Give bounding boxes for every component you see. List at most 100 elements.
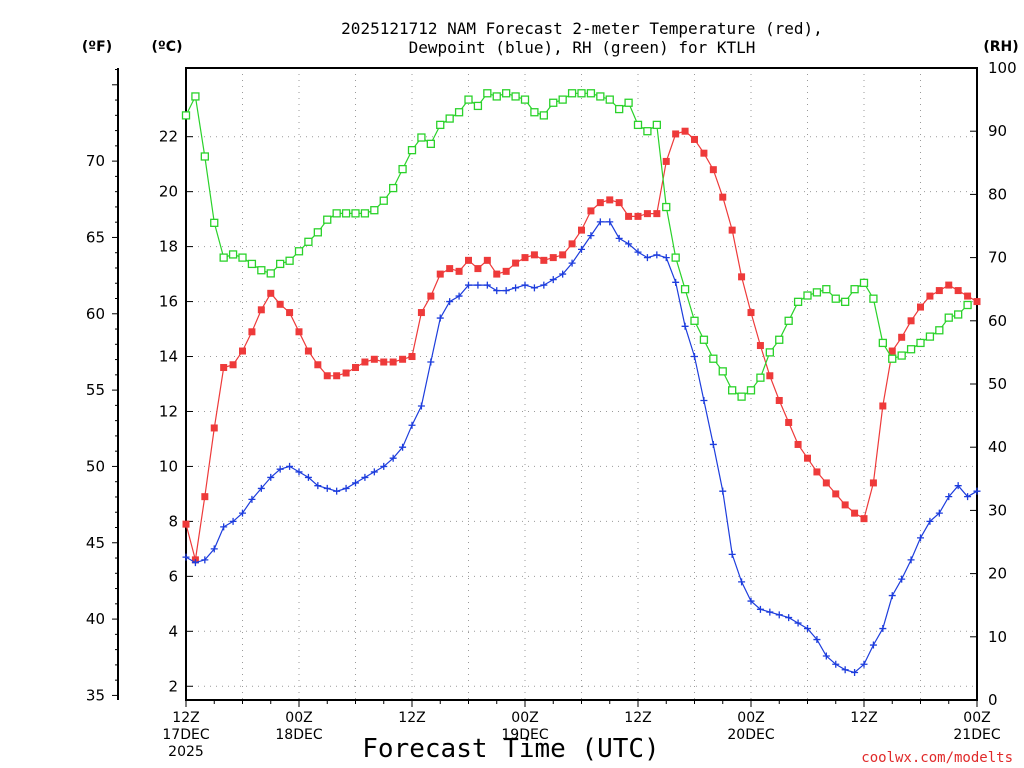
fahrenheit-tick-label: 50: [86, 457, 105, 475]
rh-point: [351, 209, 360, 218]
x-tick-label: 12Z: [850, 710, 877, 726]
rh-point: [294, 247, 304, 256]
x-axis-title: Forecast Time (UTC): [362, 734, 659, 764]
temperature-point: [578, 226, 585, 234]
dewpoint-point: [794, 619, 802, 627]
dewpoint-point: [417, 402, 425, 410]
fahrenheit-tick-label: 45: [86, 534, 105, 552]
rh-point: [341, 209, 351, 218]
dewpoint-point: [370, 468, 378, 476]
temperature-point: [361, 358, 369, 366]
temperature-point: [869, 479, 877, 487]
rh-tick-label: 50: [988, 375, 1007, 393]
rh-point: [577, 89, 586, 98]
celsius-tick-label: 12: [159, 402, 178, 420]
dewpoint-point: [286, 462, 294, 470]
rh-point: [304, 237, 313, 246]
temperature-point: [747, 309, 755, 317]
dewpoint-point: [210, 545, 218, 553]
rh-point: [831, 294, 840, 303]
dewpoint-point: [841, 666, 849, 674]
x-tick-label: 2025: [168, 744, 204, 760]
axis-ticks: 2 4 6 8 10 12 14 16 18 20 22 35 40 45 50 55 60 65 70 0 10 20 3…: [86, 59, 1017, 760]
fahrenheit-tick-label: 65: [86, 228, 105, 246]
celsius-tick-label: 10: [159, 457, 178, 475]
rh-point: [793, 297, 803, 306]
dewpoint-point: [239, 509, 246, 517]
rh-point: [841, 297, 850, 306]
rh-point: [389, 183, 398, 193]
dewpoint-point: [813, 636, 821, 644]
rh-point: [709, 354, 718, 363]
rh-point: [464, 95, 473, 104]
rh-point: [247, 259, 257, 269]
temperature-point: [220, 364, 228, 372]
temperature-point: [615, 199, 623, 207]
rh-tick-label: 100: [988, 59, 1017, 77]
dewpoint-point: [738, 578, 746, 586]
source-credit: coolwx.com/modelts: [861, 750, 1013, 766]
dewpoint-point: [276, 465, 284, 473]
rh-point: [436, 120, 445, 130]
rh-point: [859, 278, 869, 288]
dewpoint-point: [964, 493, 972, 501]
temperature-point: [917, 303, 924, 311]
dewpoint-point: [879, 625, 887, 633]
dewpoint-point: [455, 292, 463, 300]
temperature-point: [257, 306, 265, 314]
rh-point: [313, 228, 322, 237]
dewpoint-point: [615, 234, 623, 242]
temperature-point: [465, 256, 472, 264]
rh-tick-label: 80: [988, 185, 1007, 203]
temperature-point: [380, 358, 388, 366]
rh-tick-label: 90: [988, 122, 1007, 140]
rh-point: [897, 351, 906, 360]
x-tick-label: 18DEC: [275, 727, 322, 743]
temperature-point: [502, 267, 510, 275]
rh-point: [605, 95, 614, 104]
temperature-point: [643, 210, 651, 218]
rh-point: [624, 98, 633, 107]
dewpoint-point: [888, 592, 896, 600]
dewpoint-point: [766, 608, 774, 616]
rh-point: [652, 120, 661, 130]
rh-point: [746, 386, 756, 395]
temperature-point: [342, 369, 350, 377]
dewpoint-point: [587, 232, 595, 240]
rh-point: [728, 386, 737, 395]
x-tick-label: 00Z: [511, 710, 538, 726]
dewpoint-point: [775, 611, 783, 619]
dewpoint-point: [832, 660, 840, 668]
dewpoint-point: [945, 493, 953, 501]
fahrenheit-tick-label: 35: [86, 686, 105, 704]
dewpoint-point: [483, 281, 491, 289]
rh-point: [323, 215, 332, 224]
dewpoint-point: [229, 517, 237, 525]
temperature-point: [738, 273, 746, 281]
dewpoint-point: [860, 660, 868, 668]
rh-point: [549, 98, 558, 107]
temperature-point: [606, 196, 614, 204]
temperature-point: [210, 424, 218, 432]
dewpoint-point: [361, 473, 369, 481]
temperature-point: [691, 135, 698, 143]
x-tick-label: 12Z: [624, 710, 651, 726]
temperature-point: [832, 490, 840, 498]
rh-point: [822, 285, 831, 294]
rh-point: [228, 250, 238, 259]
temperature-point: [389, 358, 397, 366]
rh-point: [850, 285, 859, 294]
temperature-point: [530, 251, 538, 259]
rh-tick-label: 70: [988, 249, 1007, 267]
temperature-point: [822, 479, 830, 487]
rh-point: [586, 89, 596, 98]
dewpoint-point: [465, 281, 472, 289]
celsius-tick-label: 2: [168, 677, 178, 695]
temperature-point: [935, 287, 943, 295]
rh-tick-label: 30: [988, 501, 1007, 519]
rh-point: [765, 348, 774, 357]
rh-point: [398, 164, 407, 174]
temperature-point: [408, 353, 416, 361]
dewpoint-point: [323, 484, 331, 492]
